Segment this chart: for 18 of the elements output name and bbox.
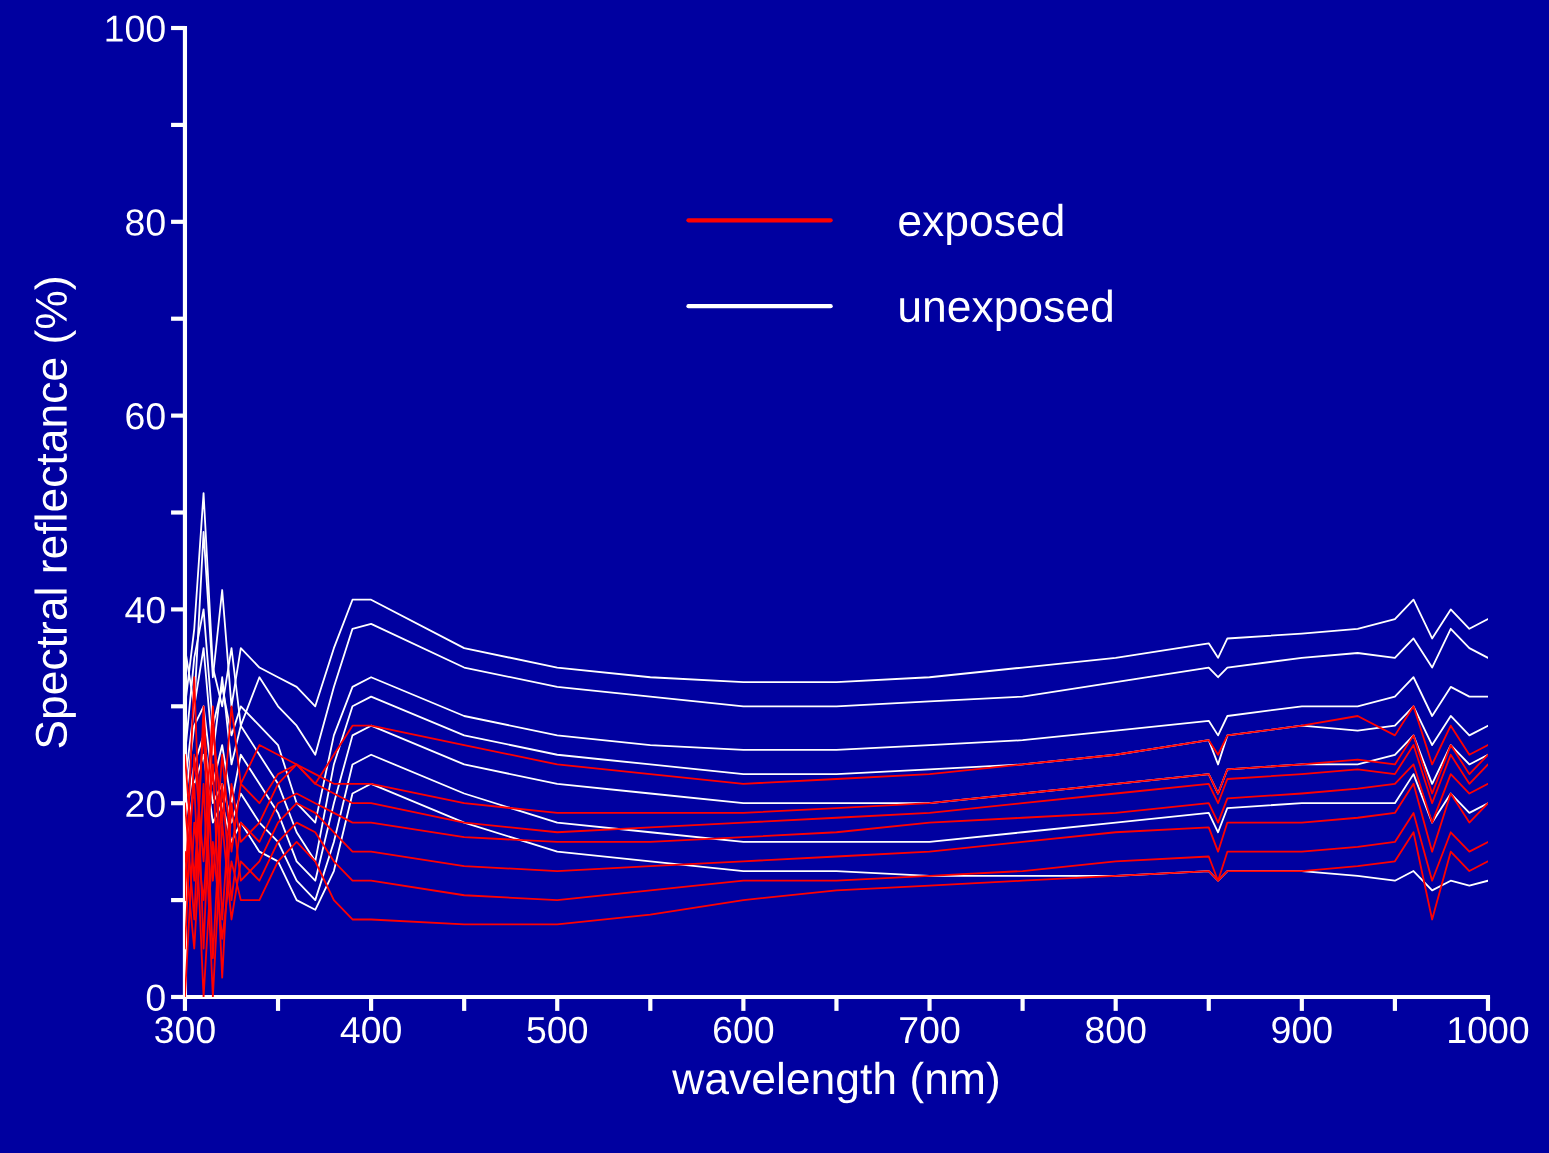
x-tick-label: 900 [1272, 1016, 1332, 1044]
x-axis-title: wavelength (nm) [672, 1061, 998, 1104]
x-tick-label: 1000 [1449, 1016, 1529, 1044]
y-tick-label: 40 [125, 596, 165, 624]
x-tick-label: 800 [1086, 1016, 1146, 1044]
x-tick-label: 600 [714, 1016, 774, 1044]
y-tick-label: 20 [126, 790, 165, 818]
y-tick-label: 60 [126, 403, 165, 430]
y-axis-title: Spectral reflectance (%) [34, 278, 76, 748]
y-tick-label: 0 [146, 984, 165, 1011]
y-tick-label: 80 [126, 209, 165, 236]
legend-label: exposed [899, 203, 1063, 246]
legend-label: unexposed [900, 289, 1112, 331]
x-tick-label: 300 [155, 1016, 215, 1044]
x-tick-label: 500 [527, 1016, 588, 1044]
y-tick-label: 100 [106, 15, 165, 42]
x-tick-label: 400 [340, 1016, 401, 1044]
x-tick-label: 700 [900, 1016, 960, 1044]
